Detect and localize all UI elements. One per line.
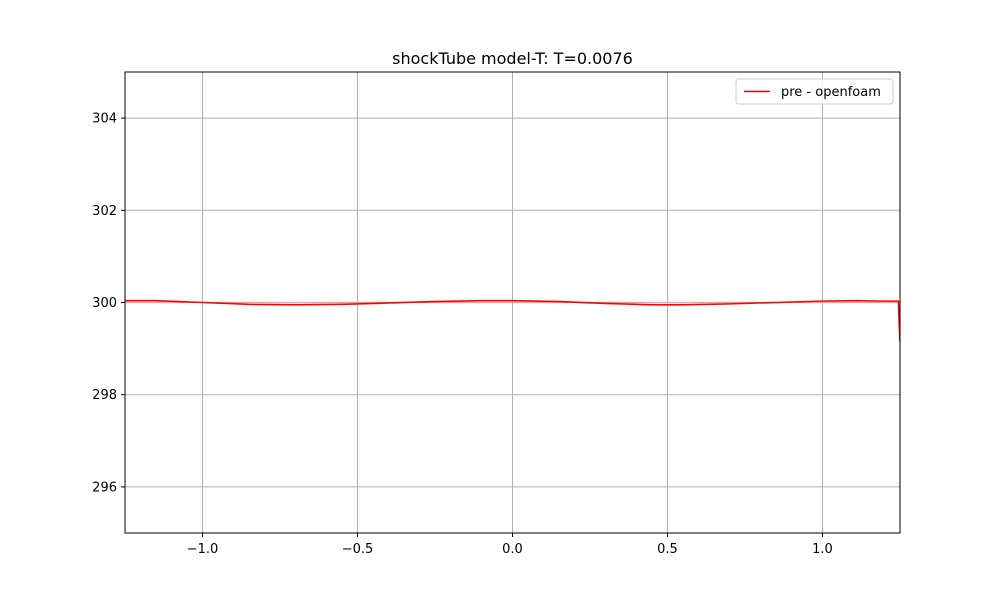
y-tick-label: 298: [92, 388, 117, 403]
x-tick-label: −0.5: [342, 542, 374, 557]
series-line-1: [125, 299, 900, 342]
ticks: −1.0 −0.5 0.0 0.5 1.0 296 298 300 302 304: [92, 112, 833, 557]
y-tick-label: 304: [92, 112, 117, 127]
y-tick-label: 300: [92, 296, 117, 311]
legend-label: pre - openfoam: [781, 85, 881, 100]
legend-box: [735, 78, 894, 105]
x-tick-label: 0.5: [657, 542, 678, 557]
chart-title: shockTube model-T: T=0.0076: [392, 49, 633, 68]
legend: pre - openfoam: [735, 78, 894, 105]
series-layer: [125, 299, 900, 342]
x-tick-label: 0.0: [502, 542, 523, 557]
x-tick-label: 1.0: [812, 542, 833, 557]
y-tick-label: 296: [92, 480, 117, 495]
y-tick-label: 302: [92, 204, 117, 219]
x-tick-label: −1.0: [187, 542, 219, 557]
